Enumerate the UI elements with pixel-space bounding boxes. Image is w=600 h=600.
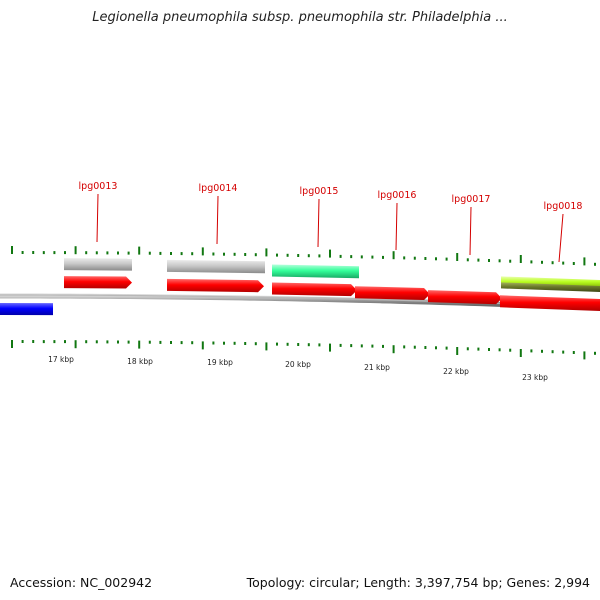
page-title: Legionella pneumophila subsp. pneumophil… (92, 10, 508, 25)
position-tick-label: 21 kbp (364, 363, 390, 372)
gene-label: lpg0014 (199, 183, 238, 194)
cds-forward-arrow (272, 282, 357, 297)
cds-forward-arrow (167, 278, 264, 293)
annotation-bar-grey (64, 258, 132, 271)
inner-tick-ring (11, 340, 596, 360)
annotation-bar-olive (501, 282, 600, 292)
gene-label: lpg0013 (79, 181, 118, 192)
gene-leader-line (469, 206, 472, 256)
gene-label: lpg0015 (300, 186, 339, 197)
cds-forward-arrow (64, 276, 132, 289)
position-tick-label: 22 kbp (443, 367, 469, 376)
accession-text: Accession: NC_002942 (10, 575, 153, 590)
annotation-bar-green (272, 264, 359, 279)
cds-forward-arrow (355, 286, 430, 300)
gene-label-layer: lpg0013 lpg0014 lpg0015 lpg0016 lpg0017 lpg00… (79, 181, 583, 263)
gene-leader-line (96, 193, 99, 243)
position-tick-label: 19 kbp (207, 358, 233, 367)
annotation-bar-grey (167, 259, 265, 274)
position-label-layer: 17 kbp 18 kbp 19 kbp 20 kbp 21 kbp 22 kbp 23 k… (48, 355, 548, 382)
gene-leader-line (395, 202, 398, 251)
position-tick-label: 18 kbp (127, 357, 153, 366)
position-tick-label: 23 kbp (522, 373, 548, 382)
gene-label: lpg0018 (544, 201, 583, 212)
feature-track (0, 258, 600, 316)
cds-forward-arrow (428, 290, 502, 305)
gene-leader-line (558, 213, 564, 263)
gene-leader-line (317, 198, 320, 248)
gene-label: lpg0017 (452, 194, 491, 205)
genome-summary-text: Topology: circular; Length: 3,397,754 bp… (246, 575, 590, 590)
gene-label: lpg0016 (378, 190, 417, 201)
gene-leader-line (216, 195, 219, 245)
cds-forward-arrow (500, 295, 600, 311)
cds-reverse-bar (0, 303, 53, 316)
position-tick-label: 17 kbp (48, 355, 74, 364)
position-tick-label: 20 kbp (285, 360, 311, 369)
outer-tick-ring (11, 246, 596, 266)
